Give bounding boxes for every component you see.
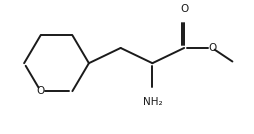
Text: NH₂: NH₂ <box>142 97 162 107</box>
Text: O: O <box>180 4 188 14</box>
Text: O: O <box>208 43 216 53</box>
Text: O: O <box>37 86 45 96</box>
